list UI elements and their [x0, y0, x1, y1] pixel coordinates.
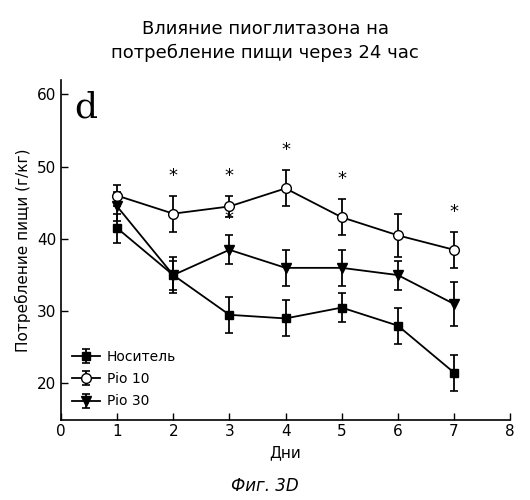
Text: d: d	[74, 90, 98, 124]
Text: *: *	[449, 203, 458, 221]
Y-axis label: Потребление пищи (г/кг): Потребление пищи (г/кг)	[15, 148, 31, 352]
Text: *: *	[169, 167, 178, 185]
Text: Влияние пиоглитазона на
потребление пищи через 24 час: Влияние пиоглитазона на потребление пищи…	[111, 20, 419, 62]
Text: *: *	[225, 167, 234, 185]
Text: *: *	[281, 142, 290, 160]
X-axis label: Дни: Дни	[270, 445, 302, 460]
Legend: Носитель, Pio 10, Pio 30: Носитель, Pio 10, Pio 30	[68, 346, 180, 412]
Text: *: *	[337, 170, 346, 188]
Text: *: *	[225, 210, 234, 228]
Text: Фиг. 3D: Фиг. 3D	[231, 477, 299, 495]
